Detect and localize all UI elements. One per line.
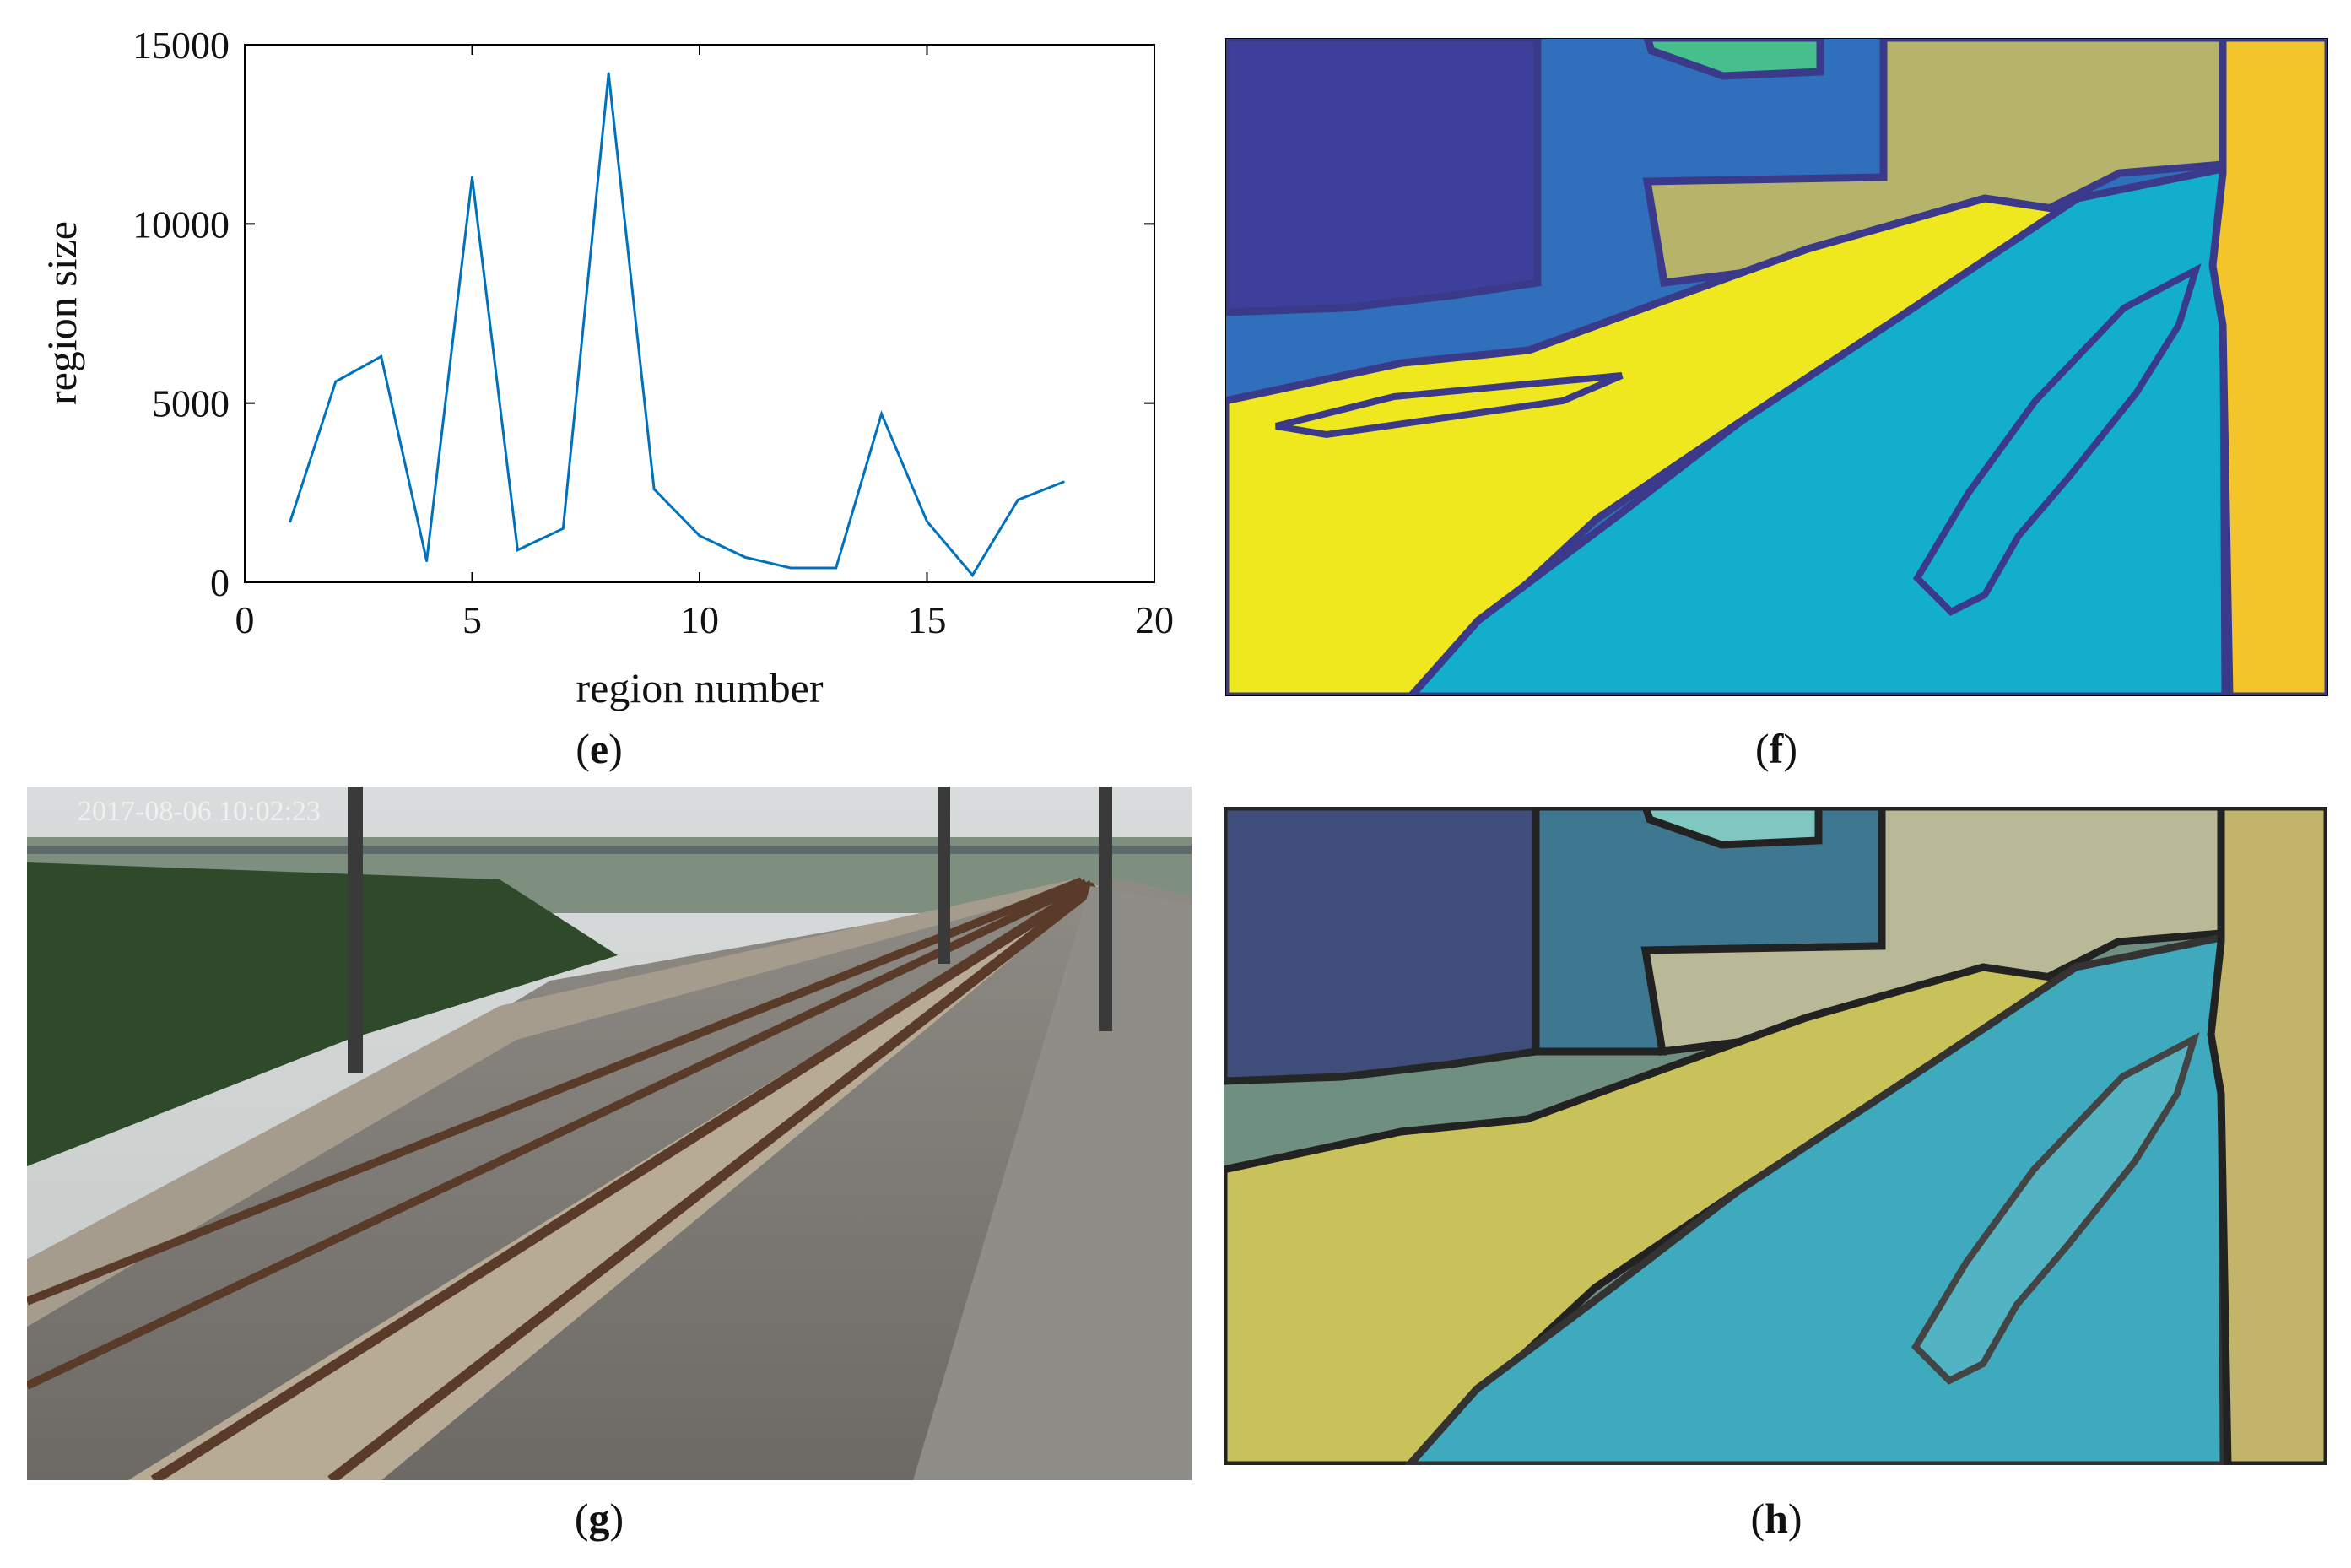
data-point	[1062, 480, 1065, 484]
data-point	[425, 560, 429, 563]
data-point	[561, 527, 565, 530]
overlay-image	[1224, 807, 2327, 1465]
distant-bridge	[27, 846, 1192, 854]
data-point	[835, 566, 838, 570]
region-orange	[2208, 38, 2328, 696]
photo-timestamp: 2017-08-06 10:02:23	[78, 796, 321, 827]
data-point	[880, 412, 884, 415]
data-point	[926, 520, 928, 523]
x-tick-label: 20	[1135, 598, 1174, 641]
x-axis: 0 5 10 15 20	[235, 45, 1174, 641]
walkway	[913, 886, 1192, 1480]
data-point	[1016, 498, 1019, 501]
rail-1	[27, 877, 1084, 1306]
caption-f: (f)	[1755, 725, 1797, 772]
pole-3	[938, 787, 950, 964]
data-point	[789, 566, 792, 570]
series-line	[289, 73, 1064, 578]
caption-h: (h)	[1750, 1495, 1802, 1542]
region-dark-blue	[1225, 38, 1542, 316]
data-point	[516, 549, 519, 552]
y-tick-label: 15000	[132, 24, 230, 67]
x-tick-label: 0	[235, 598, 255, 641]
y-tick-label: 0	[210, 561, 230, 604]
overlay-region-orange	[2207, 807, 2327, 1465]
rail-3	[150, 879, 1095, 1480]
data-point	[698, 534, 701, 538]
data-point	[607, 72, 610, 75]
rail-2	[27, 879, 1089, 1390]
x-tick-label: 10	[680, 598, 719, 641]
data-point	[970, 574, 974, 577]
data-point	[289, 520, 292, 523]
y-axis: 0 5000 10000 15000	[132, 24, 1154, 604]
region-yellow-strip	[1275, 372, 1624, 439]
data-point	[743, 555, 747, 559]
caption-g: (g)	[574, 1495, 624, 1542]
data-point	[471, 176, 473, 179]
pole-1	[348, 787, 363, 1073]
trees	[27, 862, 618, 1166]
overlay-region-green	[1641, 807, 1823, 849]
overlay-region-cyan-inner	[1911, 1031, 2200, 1385]
x-tick-label: 5	[462, 598, 482, 641]
y-axis-label: region size	[38, 221, 85, 405]
line-chart: 0 5 10 15 20 0 5000 10000 15000 region number r…	[38, 24, 1174, 711]
x-tick-label: 15	[908, 598, 947, 641]
data-point	[334, 380, 338, 383]
pole-2	[1099, 787, 1112, 1031]
series-points	[289, 72, 1065, 577]
region-cyan-inner	[1912, 262, 2202, 616]
caption-e: (e)	[576, 725, 623, 772]
x-axis-label: region number	[576, 664, 824, 711]
y-tick-label: 10000	[132, 203, 230, 246]
rail-4	[327, 882, 1099, 1480]
segmentation-map	[1225, 38, 2328, 696]
region-green	[1643, 38, 1824, 80]
data-point	[652, 488, 656, 491]
overlay-region-dark-blue	[1224, 807, 1540, 1085]
railway-photo: 2017-08-06 10:02:23	[27, 787, 1192, 1480]
y-tick-label: 5000	[152, 382, 230, 425]
data-point	[380, 354, 383, 358]
